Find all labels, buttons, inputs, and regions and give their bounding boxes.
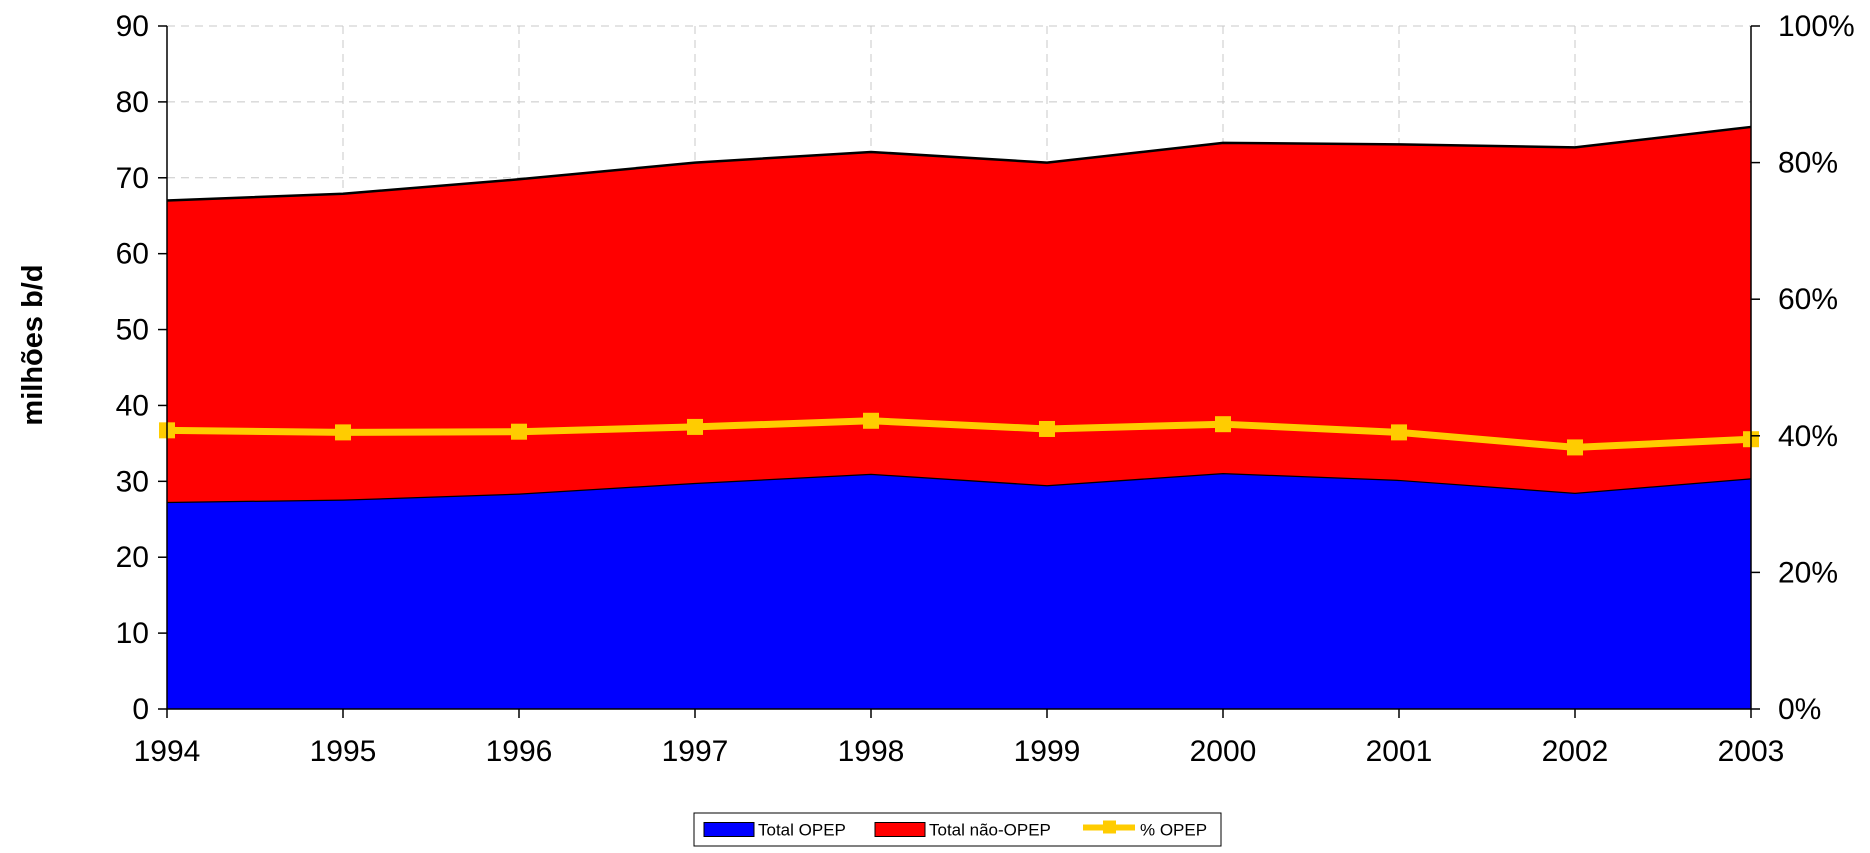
y-tick-label: 60 bbox=[116, 238, 149, 271]
y-tick-label: 30 bbox=[116, 465, 149, 498]
line-series bbox=[159, 412, 1759, 456]
line-opep-percent bbox=[166, 417, 1752, 451]
y2-tick-label: 40% bbox=[1778, 420, 1838, 453]
area-outline bbox=[166, 125, 1752, 202]
y-tick-label: 40 bbox=[116, 389, 149, 422]
point-opep-percent bbox=[1391, 424, 1407, 441]
point-opep-percent bbox=[1039, 420, 1055, 437]
x-tick-label: 1995 bbox=[310, 735, 377, 768]
y-tick-label: 20 bbox=[116, 541, 149, 574]
point-opep-percent bbox=[511, 423, 527, 440]
y-axis-title: milhões b/d bbox=[17, 264, 49, 425]
y2-tick-label: 80% bbox=[1778, 147, 1838, 180]
x-tick-label: 2003 bbox=[1718, 735, 1785, 768]
legend-swatch-total-nao-opep bbox=[874, 822, 926, 837]
point-opep-percent bbox=[1215, 416, 1231, 433]
x-tick-label: 1999 bbox=[1014, 735, 1081, 768]
y-tick-label: 0 bbox=[132, 693, 149, 726]
legend-swatch-total-opep bbox=[703, 822, 755, 837]
point-opep-percent bbox=[863, 412, 879, 429]
y-tick-label: 10 bbox=[116, 617, 149, 650]
point-opep-percent bbox=[1567, 439, 1583, 456]
y2-tick-label: 100% bbox=[1778, 10, 1855, 43]
x-tick-label: 1997 bbox=[662, 735, 729, 768]
y2-tick-label: 60% bbox=[1778, 283, 1838, 316]
area-series bbox=[166, 125, 1752, 709]
point-opep-percent bbox=[335, 424, 351, 441]
legend-label: Total não-OPEP bbox=[929, 821, 1051, 840]
x-tick-label: 1998 bbox=[838, 735, 905, 768]
y-tick-label: 70 bbox=[116, 162, 149, 195]
legend-marker-opep-percent bbox=[1103, 820, 1116, 834]
axes: 0 10 20 30 40 50 60 70 80 90 0% 20% 40% 60% 80% 100% 199… bbox=[116, 10, 1855, 768]
x-tick-label: 1996 bbox=[486, 735, 553, 768]
legend-label: Total OPEP bbox=[758, 821, 846, 840]
legend: Total OPEP Total não-OPEP % OPEP bbox=[693, 812, 1222, 847]
area-total-nao-opep bbox=[167, 126, 1751, 502]
x-tick-label: 2000 bbox=[1190, 735, 1257, 768]
y-tick-label: 80 bbox=[116, 86, 149, 119]
x-tick-label: 2001 bbox=[1366, 735, 1433, 768]
legend-label: % OPEP bbox=[1140, 821, 1207, 840]
y2-tick-label: 20% bbox=[1778, 556, 1838, 589]
x-tick-label: 1994 bbox=[134, 735, 201, 768]
area-total-opep bbox=[167, 472, 1751, 709]
point-opep-percent bbox=[687, 418, 703, 435]
x-tick-label: 2002 bbox=[1542, 735, 1609, 768]
y-tick-label: 90 bbox=[116, 10, 149, 43]
y2-tick-label: 0% bbox=[1778, 693, 1821, 726]
y-tick-label: 50 bbox=[116, 314, 149, 347]
